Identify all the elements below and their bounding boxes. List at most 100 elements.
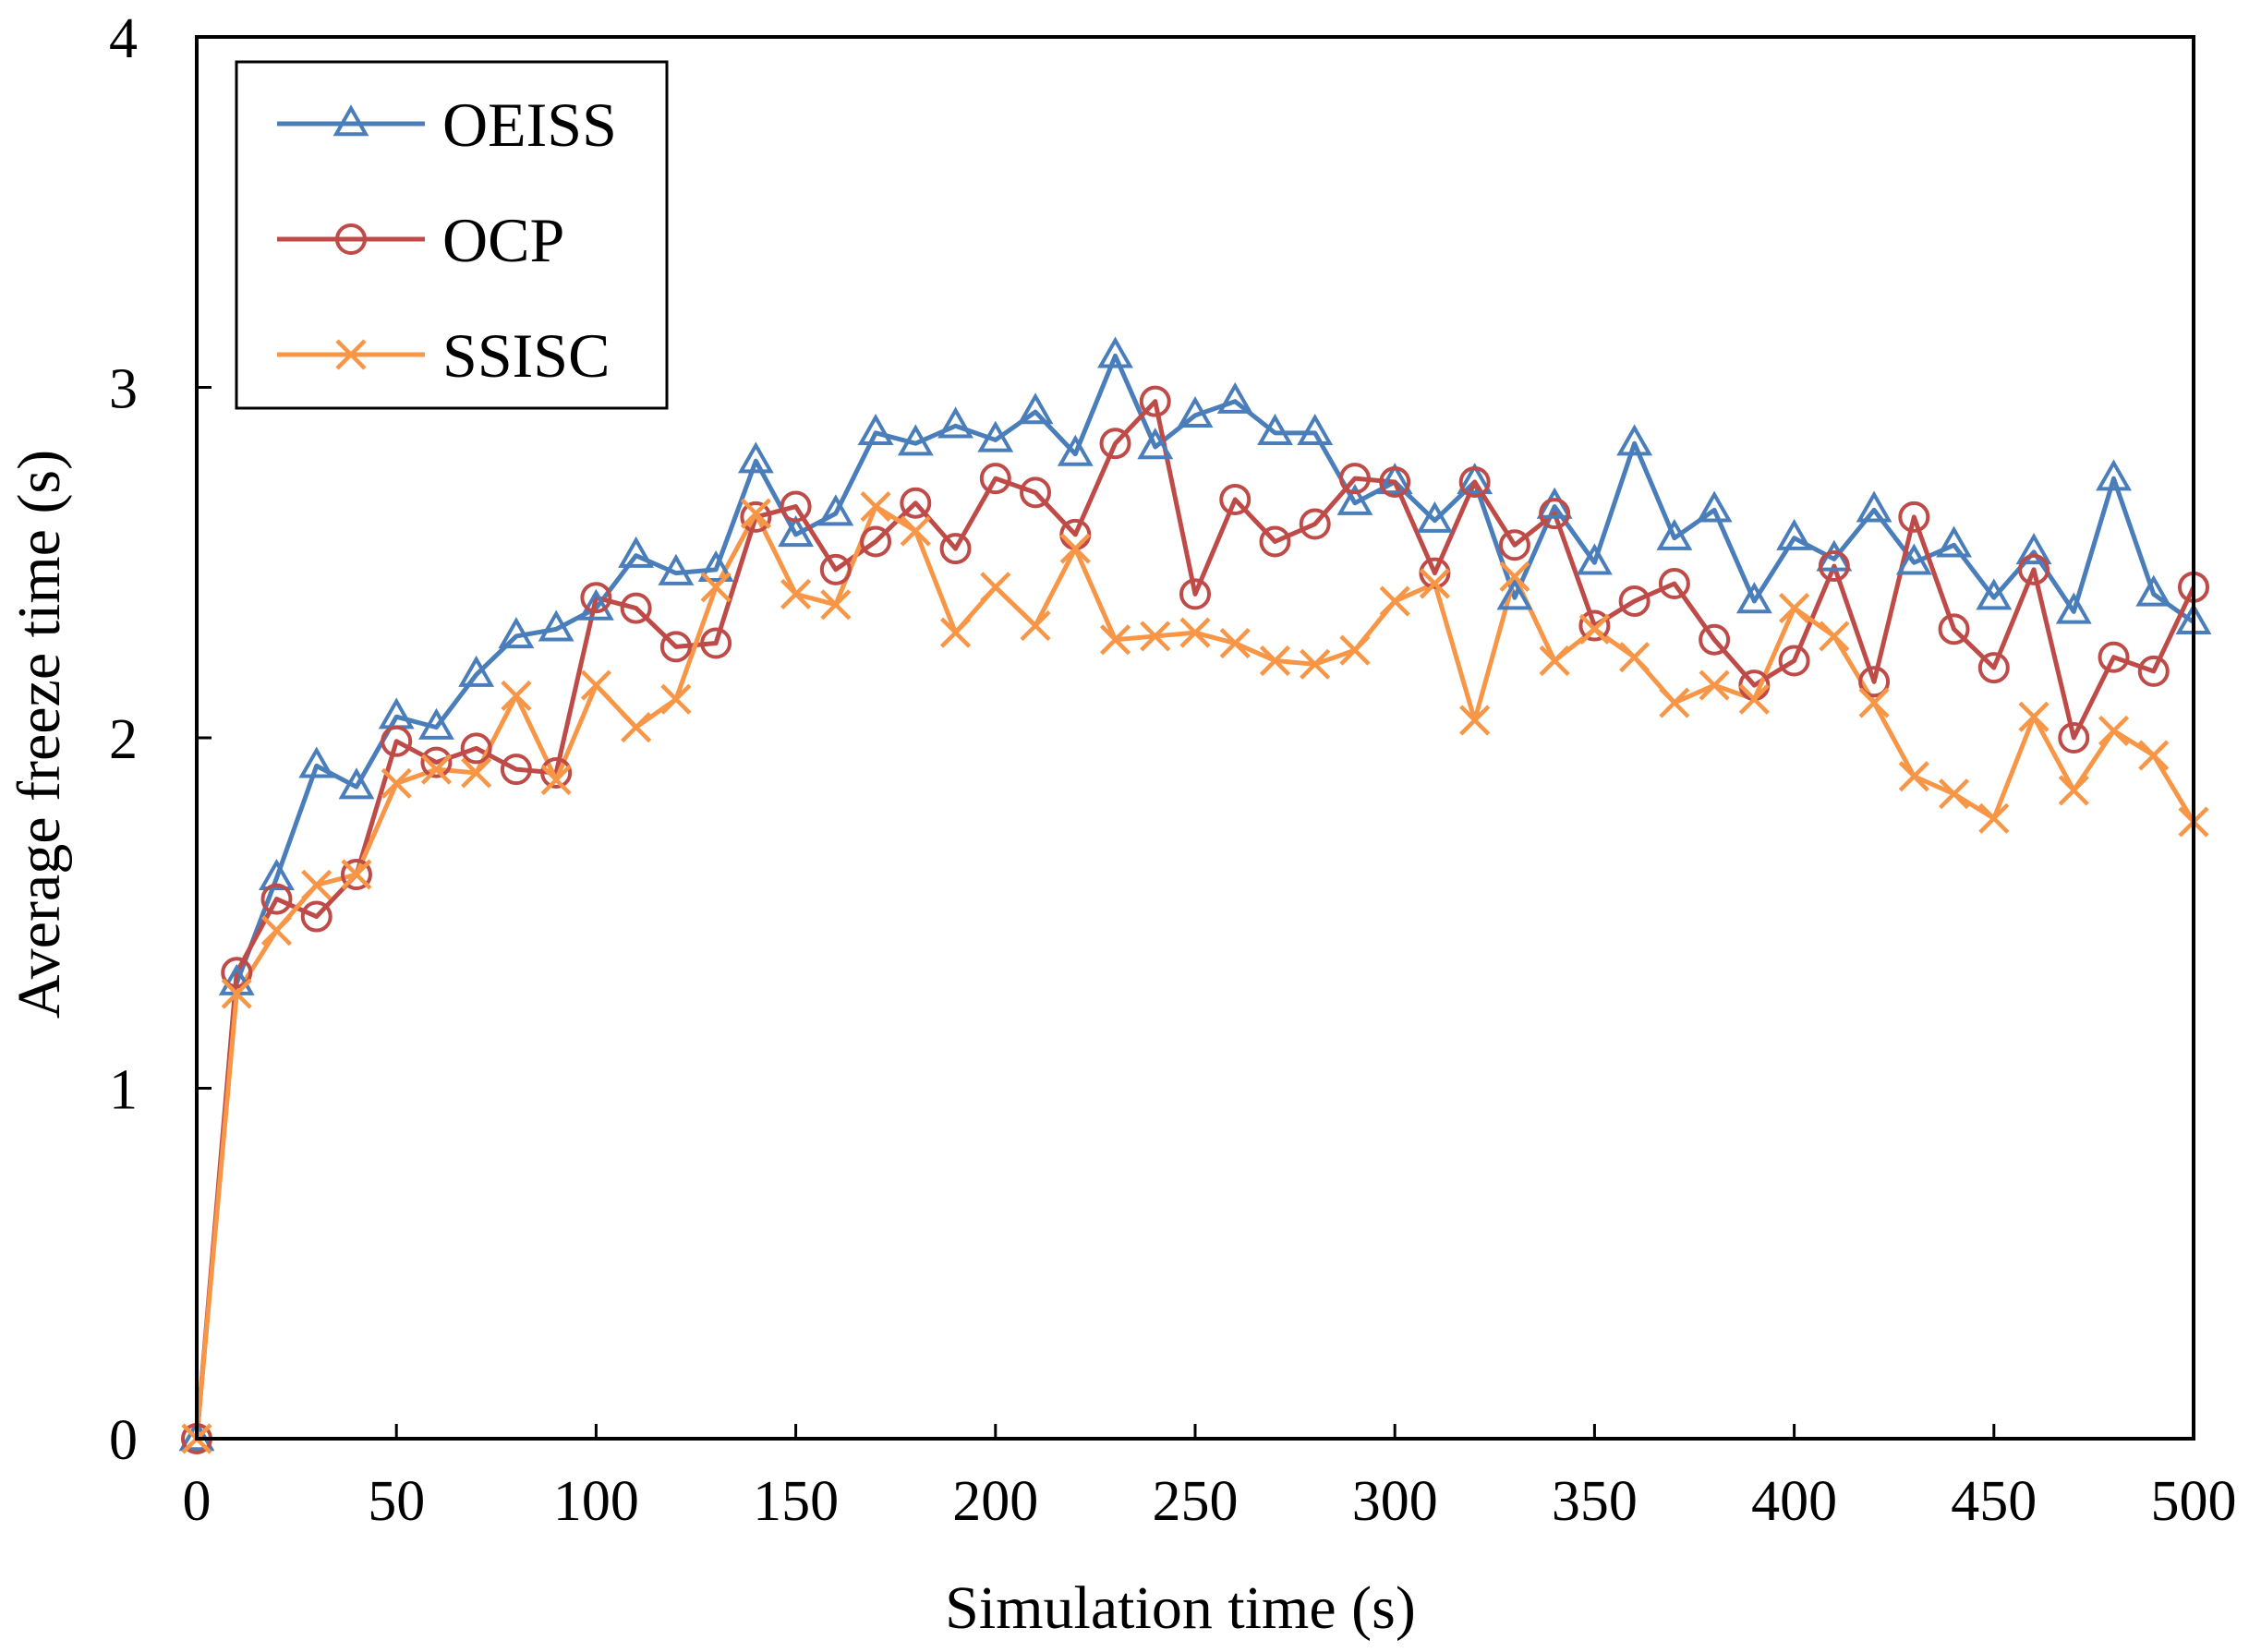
data-point-ssisc (1379, 585, 1410, 617)
data-point-ssisc (461, 757, 492, 789)
data-point-ssisc-stroke (1379, 585, 1410, 617)
data-point-ocp (1219, 483, 1251, 515)
data-point-oeiss (1895, 543, 1932, 575)
data-point-ssisc-stroke (1619, 642, 1650, 673)
data-point-oeiss (1017, 392, 1054, 425)
x-tick-label: 150 (753, 1470, 839, 1533)
data-point-ssisc (221, 978, 252, 1009)
data-point-oeiss (1216, 381, 1253, 414)
data-point-ssisc (1699, 669, 1730, 701)
data-point-ssisc (381, 767, 412, 799)
data-point-oeiss (817, 494, 854, 526)
data-point-ssisc (621, 712, 652, 743)
data-point-oeiss (259, 858, 295, 890)
data-point-ocp (460, 732, 492, 765)
data-point-ssisc-stroke (1259, 645, 1291, 677)
data-point-oeiss (1177, 396, 1214, 428)
data-point-ssisc-stroke (2098, 715, 2130, 747)
data-point-ssisc-stroke (939, 617, 972, 648)
data-point-oeiss (778, 515, 815, 548)
data-point-ssisc (580, 669, 611, 701)
data-point-ssisc-stroke (1140, 621, 1171, 652)
data-point-ssisc-stroke (1339, 634, 1371, 666)
data-point-oeiss (2096, 459, 2132, 491)
data-point-ssisc (740, 498, 771, 529)
data-point-ssisc (1938, 778, 1970, 810)
data-point-ocp (659, 631, 692, 663)
data-point-ssisc (501, 680, 532, 712)
series-line-ocp (194, 399, 2196, 1440)
y-tick-label: 3 (109, 358, 138, 421)
ticks: 0 50 100 150 200 250 300 350 400 450 500 0 1 2 3 4 (109, 7, 2237, 1533)
data-point-ssisc-stroke (461, 757, 492, 789)
legend: OEISS OCP SSISC (235, 60, 669, 410)
data-point-ocp (780, 490, 812, 523)
data-point-ssisc-stroke (780, 578, 812, 609)
data-point-ssisc (1179, 617, 1211, 648)
series-line-ssisc (194, 504, 2196, 1440)
data-point-oeiss (1057, 434, 1094, 466)
data-point-oeiss (2015, 533, 2052, 565)
data-point-oeiss (937, 406, 974, 439)
data-point-oeiss (577, 588, 614, 621)
data-point-ocp (221, 957, 253, 989)
data-point-ocp (1818, 550, 1850, 583)
data-point-oeiss (1976, 578, 2013, 610)
data-point-ssisc (2138, 740, 2170, 771)
legend-label-ocp: OCP (442, 205, 564, 275)
data-point-ocp (1938, 613, 1970, 645)
data-point-ssisc-stroke (1020, 609, 1051, 642)
data-point-ocp (1419, 557, 1451, 589)
data-point-ssisc-stroke (221, 978, 252, 1009)
data-point-ocp (2098, 641, 2130, 673)
data-point-ocp (1020, 476, 1052, 509)
data-point-oeiss (178, 1419, 215, 1452)
data-point-oeiss (1496, 578, 1533, 610)
data-point-ssisc-stroke (1819, 621, 1850, 652)
data-point-ocp (2058, 722, 2090, 754)
data-point-ssisc (1898, 761, 1929, 792)
data-point-ssisc (1619, 642, 1650, 673)
data-point-ssisc (2058, 775, 2089, 806)
data-point-oeiss (338, 767, 375, 800)
data-point-oeiss (378, 697, 415, 730)
data-point-ocp (979, 463, 1011, 495)
data-point-ocp (1338, 463, 1371, 495)
data-point-ssisc (1419, 568, 1451, 599)
data-point-oeiss (1776, 518, 1813, 550)
data-point-ssisc-stroke (900, 515, 931, 547)
data-point-ssisc-stroke (580, 669, 611, 701)
data-point-ssisc-stroke (700, 572, 732, 603)
data-point-ocp (260, 883, 293, 915)
data-point-ssisc-stroke (1499, 561, 1530, 593)
data-point-oeiss (897, 424, 934, 456)
y-tick-label: 2 (109, 708, 138, 771)
data-point-ssisc (1259, 645, 1291, 677)
data-point-ocp (819, 553, 852, 585)
data-point-oeiss (298, 746, 335, 778)
data-point-ssisc-stroke (501, 680, 532, 712)
data-point-ssisc-stroke (1459, 705, 1491, 736)
data-point-ocp (1778, 645, 1810, 677)
data-point-ssisc-stroke (1738, 683, 1770, 715)
data-point-oeiss (1616, 424, 1653, 456)
data-point-oeiss (1416, 500, 1453, 533)
data-point-ssisc (1140, 621, 1171, 652)
data-point-ssisc (860, 490, 891, 523)
data-point-oeiss (2135, 574, 2172, 607)
data-point-oeiss (417, 707, 454, 740)
data-point-ssisc (1059, 533, 1091, 564)
data-point-oeiss (1696, 490, 1733, 523)
data-point-oeiss (458, 655, 495, 687)
data-point-oeiss (658, 553, 695, 585)
data-point-ssisc (820, 589, 852, 621)
data-point-ssisc-stroke (1659, 687, 1690, 718)
data-point-ocp (1578, 609, 1611, 642)
data-point-ssisc-stroke (1578, 613, 1610, 645)
series-line-oeiss (194, 353, 2195, 1440)
data-point-ssisc (1858, 687, 1890, 718)
data-point-ocp (1458, 465, 1491, 498)
data-point-ocp (580, 582, 612, 614)
data-point-ocp (2137, 655, 2170, 687)
